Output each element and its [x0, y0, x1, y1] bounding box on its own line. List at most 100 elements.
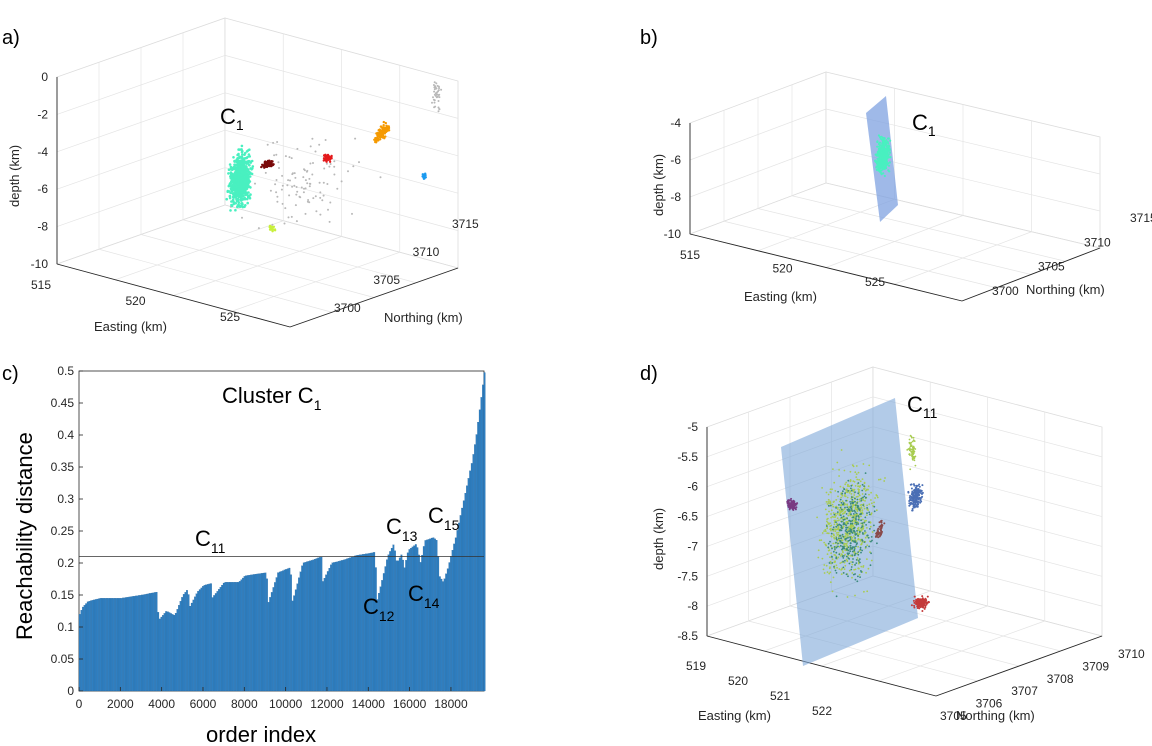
- panel-c-bar: [104, 598, 107, 692]
- panel-d-point-c11: [832, 526, 835, 529]
- panel-d-point-c14: [880, 527, 883, 530]
- panel-d-point-c11: [826, 553, 829, 555]
- panel-d-point-c11: [863, 505, 865, 508]
- panel-c-bar: [224, 582, 227, 692]
- panel-a-y-tick: 3700: [334, 301, 361, 315]
- panel-a-point-c1: [228, 163, 232, 166]
- panel-d-point-c11: [846, 491, 849, 494]
- panel-d-point-c11: [840, 569, 842, 571]
- panel-c-bar: [400, 554, 403, 692]
- panel-b-point-c1: [882, 172, 885, 175]
- panel-c-bar: [261, 573, 264, 692]
- panel-d-point-c11: [833, 523, 836, 526]
- panel-a-point-unclustered: [273, 154, 276, 157]
- panel-b-point-c1: [887, 145, 890, 148]
- panel-a-point-unclustered: [315, 210, 318, 213]
- panel-c-bar: [368, 553, 371, 692]
- panel-d-point-c11: [850, 507, 853, 510]
- panel-d-point-c11: [854, 471, 857, 474]
- panel-c-bar: [235, 582, 238, 692]
- panel-c-bar: [461, 507, 464, 692]
- panel-d-point-c11: [823, 572, 826, 574]
- panel-d-point-c11: [870, 512, 873, 515]
- panel-a-z-label: depth (km): [7, 145, 22, 207]
- panel-c-y-tick: 0.45: [51, 396, 75, 410]
- panel-d-point-c15: [913, 606, 916, 609]
- panel-c-bar: [310, 560, 313, 692]
- panel-d-point-c11: [845, 491, 848, 493]
- panel-c-bar: [141, 594, 144, 692]
- panel-d-point-c11: [874, 497, 876, 499]
- panel-d-point-c13: [912, 483, 915, 486]
- panel-d-point-c11: [852, 490, 855, 493]
- panel-d-point-c11: [848, 539, 851, 542]
- panel-d-point-c11: [836, 524, 839, 527]
- panel-a-point-cluster-6: [269, 228, 272, 231]
- panel-d-point-c13: [907, 491, 910, 494]
- panel-d-point-c11: [833, 534, 835, 537]
- panel-d-point-c11: [867, 488, 869, 491]
- panel-d-point-c11: [851, 536, 854, 539]
- panel-d-point-c11: [843, 469, 846, 472]
- panel-c-bar: [94, 599, 97, 692]
- panel-a-point-c1: [250, 172, 254, 176]
- panel-a-point-unclustered: [303, 187, 305, 190]
- panel-c-bar: [173, 614, 176, 692]
- panel-c-bar: [162, 615, 164, 692]
- panel-c-bar: [478, 409, 481, 692]
- panel-a-point-c1: [247, 191, 250, 194]
- panel-d-point-c11: [837, 519, 839, 522]
- panel-d-point-c11: [857, 534, 859, 537]
- panel-c-bar: [422, 546, 425, 692]
- panel-b-point-c1: [887, 148, 890, 151]
- panel-d-point-c11: [832, 512, 835, 514]
- panel-c-bar: [472, 454, 475, 692]
- panel-c-bar: [258, 573, 260, 692]
- panel-c-bar: [296, 583, 299, 692]
- panel-d-point-c11: [830, 513, 832, 515]
- panel-d-point-c11: [822, 568, 825, 571]
- panel-d-point-c11: [834, 548, 836, 550]
- panel-d-point-c11: [833, 521, 836, 524]
- panel-d-point-c11: [873, 524, 875, 527]
- panel-d-point-c11: [846, 544, 848, 547]
- panel-c-bar: [86, 601, 89, 692]
- panel-a-point-c1: [237, 187, 241, 191]
- panel-d-point-c11: [816, 516, 818, 519]
- panel-d-point-c11: [854, 552, 857, 555]
- panel-d-point-c15: [913, 604, 916, 607]
- panel-a-point-c1: [241, 197, 244, 200]
- panel-c-bar: [214, 593, 217, 692]
- panel-a-point-cluster-4: [382, 124, 385, 127]
- panel-a-point-unclustered: [290, 215, 293, 218]
- panel-d-point-c11: [839, 500, 841, 503]
- panel-c-x-ticks: 0 2000 4000 6000 8000 10000 12000 14000 16000 180…: [76, 687, 468, 711]
- panel-d-point-c11: [861, 489, 864, 492]
- panel-c-bar: [397, 560, 400, 692]
- panel-d-point-c13: [915, 490, 917, 493]
- panel-c-bar: [354, 555, 356, 692]
- panel-a-point-unclustered: [436, 91, 438, 94]
- panel-d-point-c11: [852, 496, 855, 499]
- panel-d-point-c11: [854, 491, 856, 493]
- panel-c-bar: [342, 559, 345, 692]
- panel-c-bar: [406, 552, 409, 692]
- panel-a-point-c1: [237, 201, 241, 204]
- panel-d-point-c11: [841, 550, 844, 552]
- panel-a-point-c1: [240, 176, 243, 180]
- panel-d-point-c11: [831, 503, 834, 506]
- panel-d-point-c11: [871, 531, 874, 533]
- panel-a-box-gridline: [231, 251, 400, 312]
- panel-d-point-c11: [837, 490, 839, 493]
- panel-d-point-c11: [829, 540, 831, 543]
- panel-a-point-unclustered: [437, 106, 440, 109]
- panel-a-point-cluster-2: [264, 163, 267, 166]
- panel-d-point-c15: [910, 604, 913, 607]
- panel-a-point-c1: [233, 160, 236, 163]
- panel-d-point-c13: [911, 507, 914, 510]
- panel-d-point-c11: [859, 480, 862, 483]
- panel-b-annotation-c1: C1: [912, 110, 936, 139]
- panel-a-point-unclustered: [288, 194, 291, 197]
- panel-d-point-c13: [913, 484, 916, 487]
